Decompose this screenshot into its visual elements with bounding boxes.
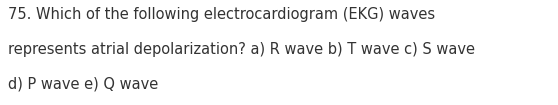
Text: d) P wave e) Q wave: d) P wave e) Q wave [8, 77, 158, 92]
Text: 75. Which of the following electrocardiogram (EKG) waves: 75. Which of the following electrocardio… [8, 7, 435, 22]
Text: represents atrial depolarization? a) R wave b) T wave c) S wave: represents atrial depolarization? a) R w… [8, 42, 475, 57]
